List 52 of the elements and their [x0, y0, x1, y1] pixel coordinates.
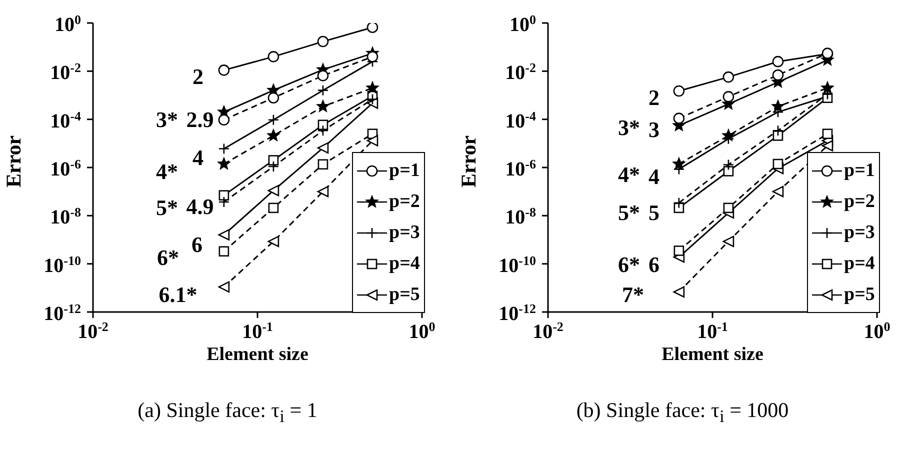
- x-tick-label: 10$^{0}$: [864, 318, 890, 343]
- annotation: 6*: [157, 245, 179, 270]
- legend-label: p=2: [389, 190, 420, 212]
- annotation: 5*: [618, 200, 640, 225]
- y-tick-label: 10$^{-6}$: [50, 156, 82, 180]
- annotation: 4*: [156, 159, 178, 184]
- x-tick-label: 10$^{0}$: [408, 318, 436, 343]
- y-tick-label: 10$^{-6}$: [505, 156, 536, 180]
- text: (a) Single face: τ$_{i}$ = 1: [136, 398, 318, 428]
- annotation: 6*: [618, 252, 640, 277]
- y-tick-label: 10$^{0}$: [54, 12, 81, 36]
- legend-label: p=1: [844, 160, 875, 182]
- annotation: 6: [648, 252, 660, 277]
- text: (b) Single face: τ$_{i}$ = 1000: [575, 398, 790, 428]
- annotation: 4: [192, 145, 204, 170]
- y-tick-label: 10$^{-4}$: [50, 108, 82, 132]
- legend-label: p=1: [389, 160, 420, 182]
- annotation: 7*: [622, 282, 644, 307]
- annotation: 6.1*: [158, 282, 198, 307]
- annotation: 5: [648, 200, 660, 225]
- legend-label: p=4: [389, 252, 420, 274]
- annotation: 4: [648, 164, 660, 189]
- y-tick-label: 10$^{-10}$: [44, 252, 81, 277]
- legend-label: p=5: [389, 284, 420, 306]
- legend-label: p=2: [844, 190, 875, 212]
- legend-label: p=4: [844, 252, 875, 274]
- y-tick-label: 10$^{0}$: [510, 12, 536, 36]
- y-tick-label: 10$^{-10}$: [498, 252, 536, 277]
- annotation: 4.9: [186, 194, 214, 219]
- y-axis-title: Error: [1, 135, 26, 188]
- x-tick-label: 10$^{-1}$: [242, 318, 273, 343]
- annotation: 2: [648, 85, 660, 110]
- x-axis-title: Element size: [206, 344, 308, 365]
- y-tick-label: 10$^{-2}$: [505, 60, 536, 84]
- annotation: 2.9: [186, 107, 214, 132]
- y-axis-title: Error: [456, 135, 480, 188]
- y-tick-label: 10$^{-2}$: [50, 60, 81, 84]
- x-axis-title: Element size: [662, 344, 764, 365]
- x-tick-label: 10$^{-1}$: [697, 318, 728, 343]
- y-tick-label: 10$^{-4}$: [505, 108, 536, 132]
- y-tick-label: 10$^{-8}$: [50, 204, 82, 229]
- annotation: 5*: [156, 195, 178, 220]
- annotation: 2: [192, 64, 204, 89]
- legend-label: p=3: [389, 222, 420, 244]
- legend-label: p=3: [844, 222, 875, 244]
- annotation: 6: [192, 232, 202, 257]
- annotation: 3*: [618, 115, 640, 140]
- legend-label: p=5: [844, 284, 875, 306]
- annotation: 4*: [618, 162, 640, 187]
- annotation: 3*: [156, 107, 178, 132]
- annotation: 3: [648, 117, 660, 142]
- y-tick-label: 10$^{-8}$: [505, 204, 536, 229]
